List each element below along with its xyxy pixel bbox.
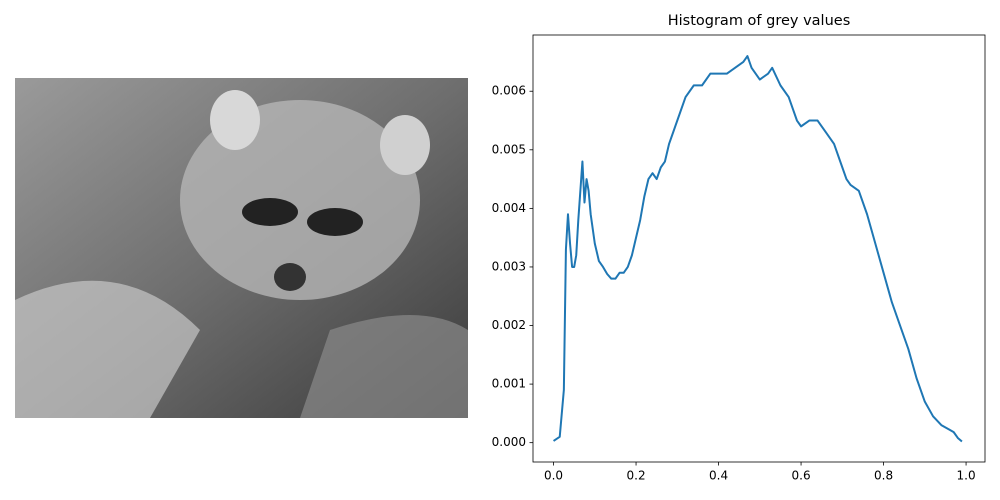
data-line bbox=[552, 55, 963, 443]
y-tick-label: 0.006 bbox=[492, 84, 526, 98]
x-tick-label: 1.0 bbox=[957, 469, 976, 483]
y-tick-label: 0.000 bbox=[492, 435, 526, 449]
y-tick-label: 0.004 bbox=[492, 201, 526, 215]
axes-frame bbox=[532, 34, 986, 463]
raccoon-image bbox=[15, 78, 468, 418]
y-tick-label: 0.005 bbox=[492, 142, 526, 156]
x-tick-label: 0.8 bbox=[874, 469, 893, 483]
chart-title: Histogram of grey values bbox=[668, 13, 851, 29]
x-tick-label: 0.2 bbox=[627, 469, 646, 483]
y-tick-label: 0.002 bbox=[492, 318, 526, 332]
x-tick-label: 0.6 bbox=[792, 469, 811, 483]
x-tick-label: 0.0 bbox=[544, 469, 563, 483]
x-tick-label: 0.4 bbox=[709, 469, 728, 483]
y-tick-label: 0.003 bbox=[492, 259, 526, 273]
y-tick-label: 0.001 bbox=[492, 377, 526, 391]
